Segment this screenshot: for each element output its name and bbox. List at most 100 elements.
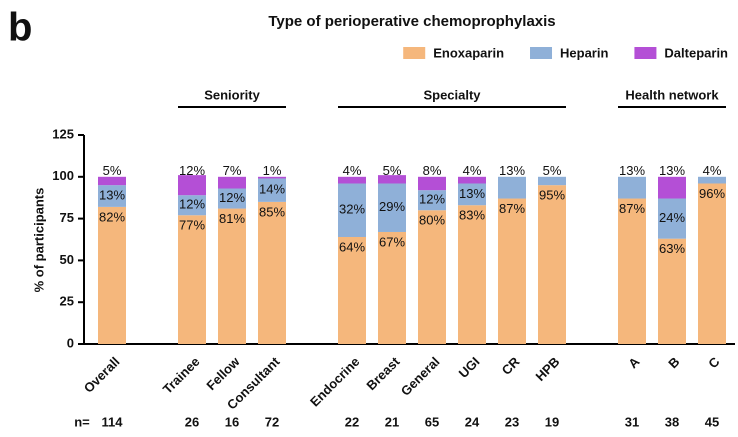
value-label: 95% [539, 188, 565, 203]
y-tick-label: 100 [52, 168, 74, 183]
value-label: 82% [99, 209, 125, 224]
legend-label: Enoxaparin [433, 45, 504, 60]
bar-segment [218, 188, 246, 209]
group-label: Specialty [423, 87, 481, 102]
n-value: 19 [545, 414, 559, 429]
x-tick-label: Breast [363, 353, 403, 393]
n-label: n= [74, 414, 90, 429]
value-label: 4% [703, 163, 722, 178]
value-label: 13% [619, 163, 645, 178]
group-label: Health network [625, 87, 719, 102]
x-tick-label: C [705, 354, 723, 372]
value-label: 24% [659, 210, 685, 225]
value-label: 5% [543, 163, 562, 178]
value-label: 12% [419, 192, 445, 207]
legend-swatch [530, 47, 553, 59]
bar-segment [258, 176, 286, 179]
legend-label: Heparin [560, 45, 608, 60]
bar-segment [338, 183, 366, 237]
y-tick-label: 0 [67, 335, 74, 350]
panel-letter: b [8, 6, 32, 50]
legend-swatch [403, 47, 426, 59]
value-label: 1% [263, 163, 282, 178]
value-label: 87% [499, 201, 525, 216]
x-tick-label: UGI [456, 354, 483, 381]
bar-segment [258, 201, 286, 344]
bar-segment [378, 231, 406, 344]
value-label: 64% [339, 239, 365, 254]
x-tick-label: CR [499, 354, 523, 378]
x-tick-label: Fellow [203, 353, 243, 393]
value-label: 29% [379, 199, 405, 214]
y-tick-label: 75 [60, 210, 74, 225]
bar-segment [338, 176, 366, 184]
n-value: 22 [345, 414, 359, 429]
value-label: 7% [223, 163, 242, 178]
bar-segment [658, 198, 686, 239]
y-axis-label: % of participants [31, 188, 46, 293]
bar-segment [338, 236, 366, 344]
bar-segment [658, 176, 686, 199]
value-label: 8% [423, 163, 442, 178]
bar-segment [658, 238, 686, 344]
n-value: 31 [625, 414, 639, 429]
value-label: 13% [459, 186, 485, 201]
n-value: 45 [705, 414, 719, 429]
value-label: 83% [459, 208, 485, 223]
value-label: 87% [619, 201, 645, 216]
bar-segment [178, 175, 206, 196]
n-value: 65 [425, 414, 439, 429]
y-tick-label: 25 [60, 294, 74, 309]
value-label: 5% [103, 163, 122, 178]
legend-label: Dalteparin [664, 45, 728, 60]
bar-segment [698, 176, 726, 184]
n-value: 21 [385, 414, 399, 429]
value-label: 12% [179, 197, 205, 212]
bar-segment [98, 185, 126, 207]
bar-segment [458, 183, 486, 206]
bar-segment [258, 178, 286, 202]
y-tick-label: 50 [60, 252, 74, 267]
bar-segment [418, 210, 446, 344]
bar-segment [418, 190, 446, 211]
x-tick-label: HPB [533, 354, 563, 384]
bar-segment [618, 198, 646, 344]
value-label: 4% [343, 163, 362, 178]
bar-segment [538, 176, 566, 186]
n-value: 26 [185, 414, 199, 429]
bar-segment [458, 176, 486, 184]
x-tick-label: Overall [81, 354, 123, 396]
x-tick-label: General [398, 354, 443, 399]
bar-segment [498, 176, 526, 199]
bar-segment [218, 176, 246, 189]
value-label: 5% [383, 163, 402, 178]
chart-title: Type of perioperative chemoprophylaxis [268, 13, 555, 30]
n-value: 23 [505, 414, 519, 429]
value-label: 12% [179, 163, 205, 178]
bar-segment [458, 205, 486, 344]
bar-segment [218, 208, 246, 344]
bar-segment [98, 206, 126, 344]
value-label: 85% [259, 204, 285, 219]
x-tick-label: Endocrine [307, 354, 363, 410]
bar-segment [178, 215, 206, 344]
y-tick-label: 125 [52, 126, 74, 141]
bar-segment [418, 176, 446, 191]
value-label: 12% [219, 190, 245, 205]
value-label: 14% [259, 182, 285, 197]
value-label: 63% [659, 241, 685, 256]
bar-segment [98, 176, 126, 186]
value-label: 4% [463, 163, 482, 178]
x-tick-label: Trainee [160, 354, 203, 397]
bar-segment [178, 195, 206, 216]
n-value: 38 [665, 414, 679, 429]
bar-segment [538, 185, 566, 344]
value-label: 80% [419, 213, 445, 228]
value-label: 13% [499, 163, 525, 178]
group-label: Seniority [204, 87, 260, 102]
value-label: 67% [379, 234, 405, 249]
value-label: 81% [219, 211, 245, 226]
legend-swatch [634, 47, 657, 59]
value-label: 13% [659, 163, 685, 178]
